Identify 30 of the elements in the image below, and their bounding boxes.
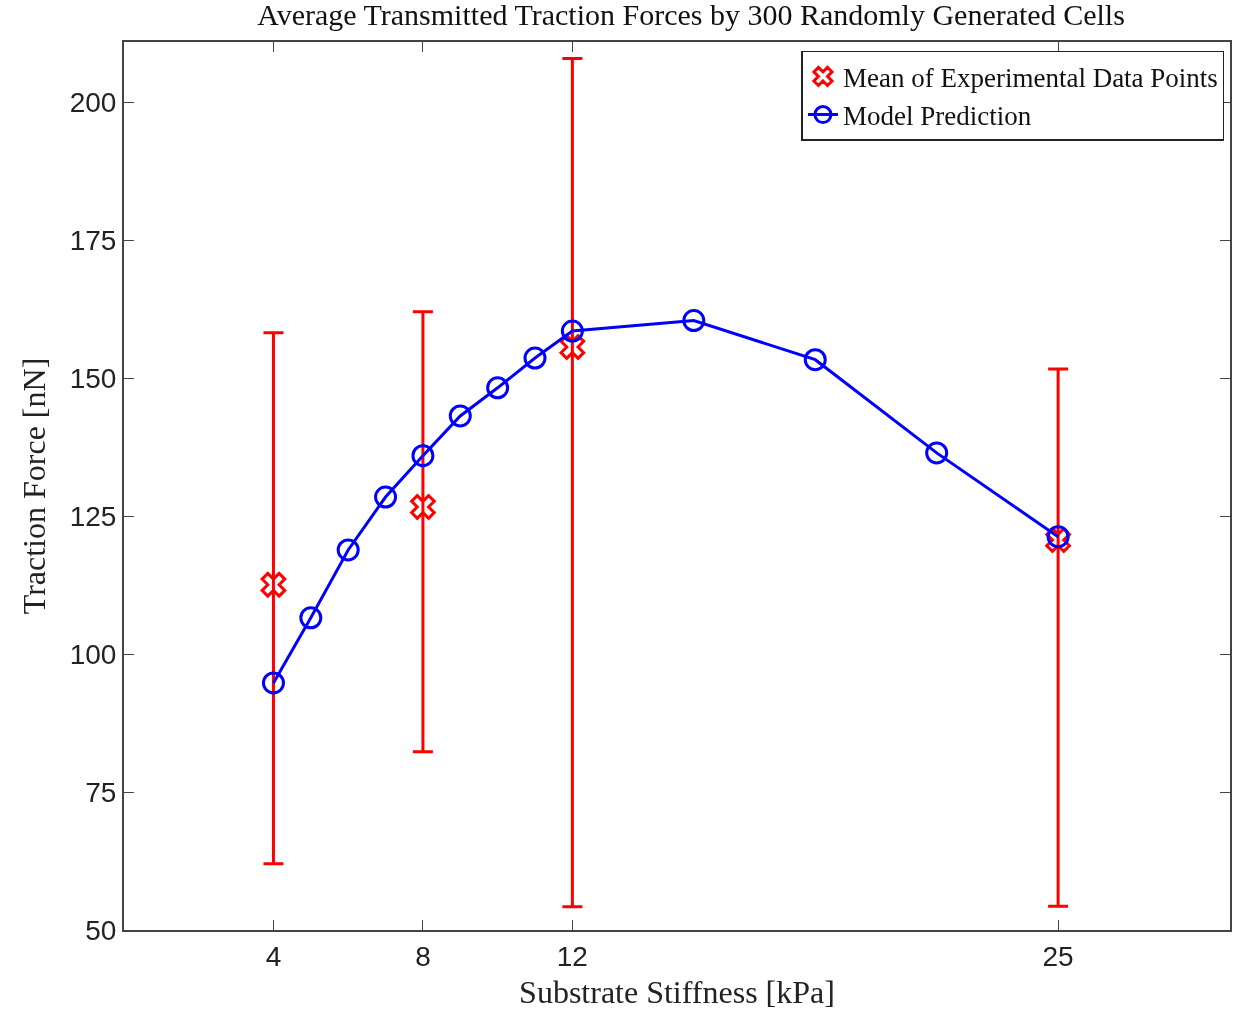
- x-tick-label: 25: [1042, 940, 1074, 972]
- point: [803, 348, 827, 372]
- point: [374, 485, 398, 509]
- point: [336, 538, 360, 562]
- y-tick-label: 150: [69, 363, 117, 395]
- x-tick-label: 8: [415, 940, 431, 972]
- point: [925, 441, 949, 465]
- point: [448, 404, 472, 428]
- x-axis-title: Substrate Stiffness [kPa]: [519, 974, 835, 1010]
- point: [523, 346, 547, 370]
- chart-title: Average Transmitted Traction Forces by 300 Randomly Generated Cells: [257, 0, 1125, 31]
- x-tick-label: 12: [556, 940, 588, 972]
- point: [411, 444, 435, 468]
- y-tick-label: 175: [69, 225, 117, 257]
- y-tick-label: 200: [69, 87, 117, 119]
- point: [410, 494, 436, 520]
- legend-label: Mean of Experimental Data Points: [842, 62, 1218, 93]
- point: [486, 376, 510, 400]
- y-axis-title: Traction Force [nN]: [16, 357, 53, 615]
- point: [682, 309, 706, 333]
- point: [299, 606, 323, 630]
- y-tick-label: 125: [69, 501, 117, 533]
- y-tick-label: 100: [69, 639, 117, 671]
- legend-label: Model Prediction: [842, 101, 1032, 132]
- x-tick-label: 4: [265, 940, 282, 972]
- point: [560, 319, 584, 343]
- y-tick-label: 50: [85, 914, 117, 946]
- point: [260, 571, 287, 598]
- point: [261, 671, 285, 695]
- y-tick-label: 75: [85, 776, 117, 808]
